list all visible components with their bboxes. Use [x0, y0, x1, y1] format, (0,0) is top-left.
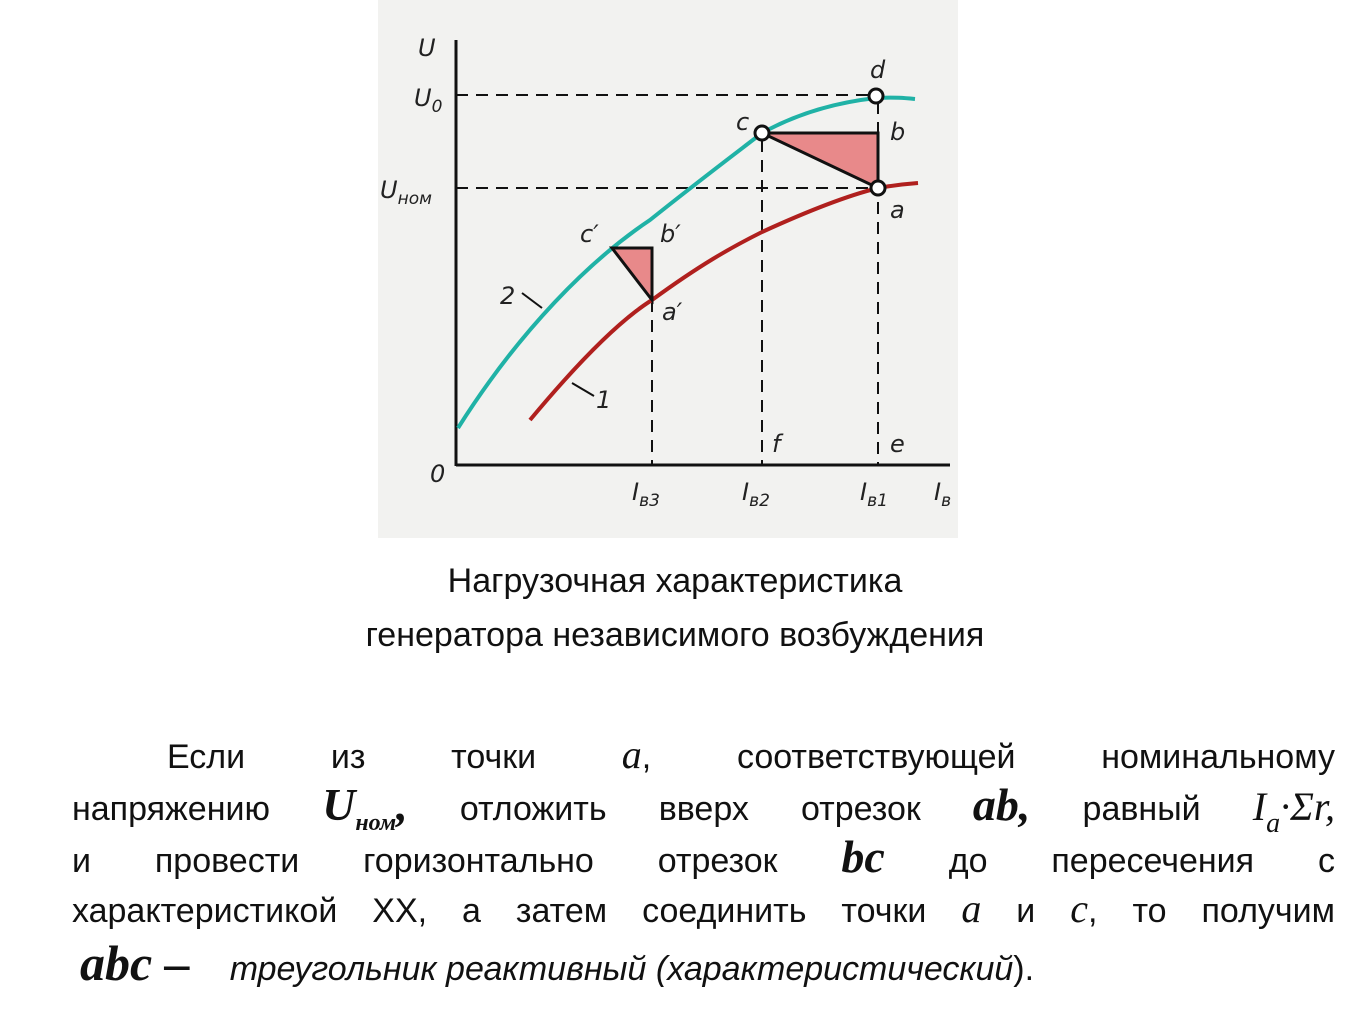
caption: Нагрузочная характеристика [447, 562, 903, 600]
text: и [1016, 892, 1036, 930]
label-sub: 0 [432, 97, 443, 117]
paragraph-line: характеристикой ХХ, а затем соединить то… [72, 884, 1335, 936]
axis-label: U0 [414, 84, 442, 117]
label-sub: в [941, 491, 951, 511]
text: ). [1013, 950, 1035, 988]
axes [454, 40, 950, 467]
label-sub: ном [398, 189, 433, 209]
axis-label: 0 [430, 460, 445, 488]
point-label: a′ [662, 298, 683, 326]
reactive-triangle-small [608, 246, 654, 305]
axis-label: U [418, 34, 436, 62]
formula: bc [841, 831, 885, 882]
label-sub: в3 [639, 491, 660, 511]
formula: a [961, 886, 982, 931]
text: до пересечения с [948, 842, 1335, 880]
label-main: I [742, 478, 749, 506]
text: , то получим [1088, 892, 1335, 930]
point-label: e [890, 430, 905, 458]
caption: генератора независимого возбуждения [365, 616, 985, 654]
diagram: U U0 Uном 0 c d b a c′ b′ a′ f e 2 1 Iв3… [378, 0, 958, 538]
formula: Uном, [322, 780, 408, 837]
formula-main: U [322, 779, 356, 830]
axis-label: Iв1 [860, 478, 888, 511]
formula-punct: , [396, 779, 408, 830]
label-main: I [934, 478, 941, 506]
label-sub: в1 [867, 491, 888, 511]
formula-rest: ·Σr [1280, 784, 1325, 829]
text: равный [1082, 790, 1201, 828]
point-markers [753, 87, 887, 197]
point-label: c′ [580, 220, 599, 248]
axis-label: Iв2 [742, 478, 770, 511]
text: напряжению [72, 790, 270, 828]
label-sub: в2 [749, 491, 770, 511]
formula: ab, [973, 780, 1031, 830]
formula-main: ab [972, 779, 1019, 830]
paragraph-line: Если из точки a, соответствующей номинал… [72, 730, 1335, 782]
label-main: U [380, 176, 398, 204]
formula: abc – [80, 935, 190, 991]
reactive-triangle [761, 131, 880, 191]
text: и провести горизонтально отрезок [72, 842, 778, 880]
formula: Ia·Σr, [1253, 784, 1335, 839]
text: треугольник реактивный (характеристическ… [229, 950, 1014, 988]
paragraph-line: abc – треугольник реактивный (характерист… [80, 938, 1343, 994]
formula-main: I [1252, 784, 1267, 829]
scan-background [378, 0, 958, 538]
text: , соответствующей номинальному [641, 738, 1335, 776]
label-main: I [860, 478, 867, 506]
curve-label: 2 [500, 282, 515, 310]
curve-label: 1 [596, 386, 611, 414]
axis-label: Iв3 [632, 478, 660, 511]
label-main: U [414, 84, 432, 112]
point-label: d [870, 56, 886, 84]
paragraph-line: напряжению Uном, отложить вверх отрезок … [72, 780, 1335, 840]
point-label: b′ [660, 220, 681, 248]
label-main: I [632, 478, 639, 506]
axis-label: Iв [934, 478, 951, 511]
formula: c [1070, 886, 1089, 931]
point-label: c [736, 108, 749, 136]
axis-label: Uном [380, 176, 432, 209]
formula-sub: a [1266, 808, 1281, 839]
point-label: a [890, 196, 905, 224]
text: отложить вверх отрезок [459, 790, 921, 828]
formula-sub: ном [355, 810, 397, 836]
formula-punct: , [1325, 784, 1335, 829]
text: характеристикой ХХ, а затем соединить то… [72, 892, 927, 930]
formula-punct: , [1018, 779, 1031, 830]
text: Если из точки [167, 738, 537, 776]
formula: a [621, 732, 642, 777]
paragraph-line: и провести горизонтально отрезок bc до п… [72, 832, 1335, 886]
curve-leaders [521, 292, 595, 397]
point-label: b [890, 118, 905, 146]
